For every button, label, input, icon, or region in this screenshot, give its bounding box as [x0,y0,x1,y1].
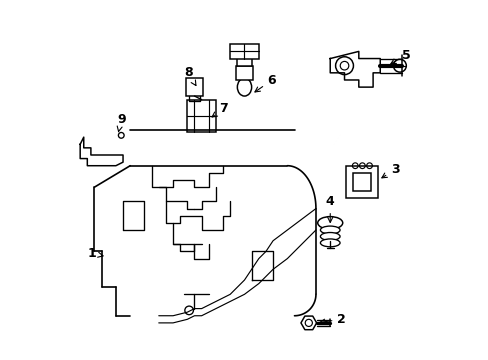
Ellipse shape [317,217,342,229]
Bar [235,66,253,80]
Bar [187,100,216,132]
Ellipse shape [320,239,339,247]
Text: 8: 8 [183,66,196,85]
Text: 6: 6 [254,73,276,92]
Ellipse shape [320,233,339,240]
Bar [353,173,370,191]
Text: 1: 1 [87,247,103,260]
Bar [237,57,251,66]
Text: 9: 9 [117,113,125,132]
Text: 3: 3 [381,163,399,178]
Bar [346,166,378,198]
Text: 7: 7 [212,102,228,117]
Text: 4: 4 [325,195,334,222]
Text: 5: 5 [390,49,409,64]
Ellipse shape [237,78,251,96]
Bar [185,78,203,96]
Text: 2: 2 [319,313,346,326]
Ellipse shape [320,226,339,234]
Bar [230,44,258,59]
